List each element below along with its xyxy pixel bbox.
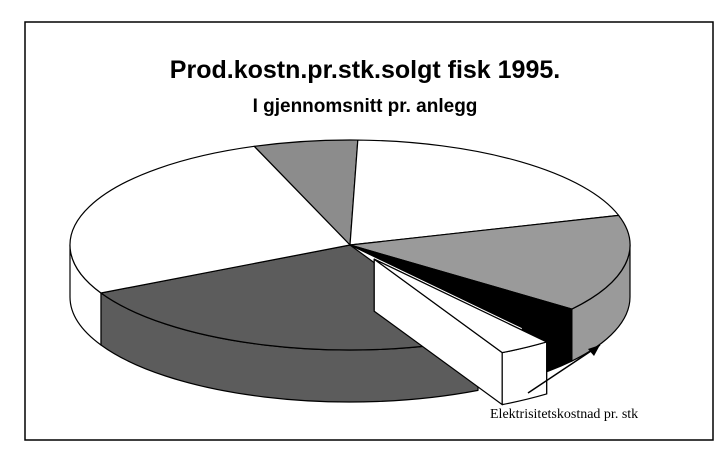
- arrow-head: [588, 345, 600, 356]
- slice: [349, 214, 631, 310]
- chart-subtitle: I gjennomsnitt pr. anlegg: [253, 96, 478, 117]
- slice: [69, 145, 351, 294]
- pie: [69, 139, 631, 406]
- slice: [349, 139, 620, 246]
- annotation-arrow: [527, 344, 601, 394]
- slice: [349, 244, 573, 329]
- slice: [373, 258, 548, 354]
- chart-title: Prod.kostn.pr.stk.solgt fisk 1995.: [170, 56, 560, 84]
- annotation: Elektrisitetskostnad pr. stk: [490, 407, 638, 422]
